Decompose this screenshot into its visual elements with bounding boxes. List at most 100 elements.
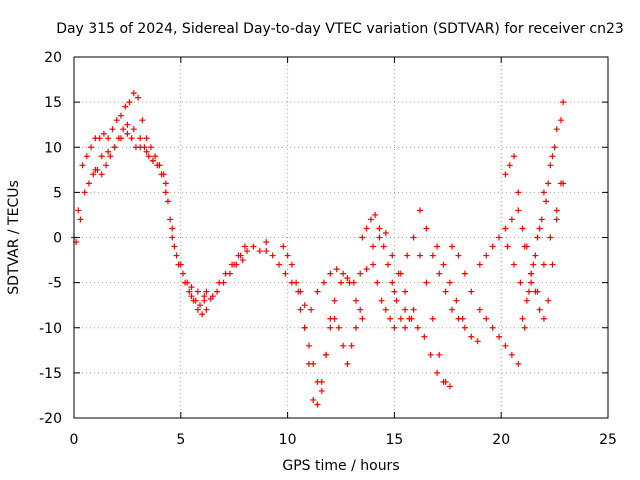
data-point <box>231 261 238 268</box>
data-point <box>382 229 389 236</box>
data-point <box>350 279 357 286</box>
y-tick-label: 15 <box>44 95 62 111</box>
data-point <box>363 225 370 232</box>
data-point <box>164 198 171 205</box>
data-point <box>553 126 560 133</box>
data-point <box>98 171 105 178</box>
data-point <box>525 288 532 295</box>
data-point <box>90 171 97 178</box>
data-point <box>188 293 195 300</box>
data-point <box>515 207 522 214</box>
data-point <box>305 360 312 367</box>
data-point <box>508 351 515 358</box>
data-point <box>282 270 289 277</box>
data-point <box>338 279 344 286</box>
data-point <box>504 243 511 250</box>
data-point <box>117 112 124 119</box>
data-point <box>410 234 417 241</box>
data-point <box>387 315 394 322</box>
data-point <box>384 261 391 268</box>
data-point <box>340 342 347 349</box>
data-point <box>111 144 118 151</box>
data-point <box>301 302 308 309</box>
data-point <box>391 288 398 295</box>
data-point <box>124 121 131 128</box>
data-point <box>402 306 409 313</box>
data-point <box>476 306 483 313</box>
data-point <box>367 216 374 223</box>
data-point <box>276 261 283 268</box>
data-point <box>474 338 481 345</box>
data-point <box>297 306 304 313</box>
data-point <box>357 306 364 313</box>
data-point <box>79 162 86 169</box>
data-point <box>75 207 82 214</box>
data-point <box>308 306 315 313</box>
data-point <box>359 315 366 322</box>
data-point <box>545 297 552 304</box>
data-point <box>244 248 251 255</box>
data-point <box>410 306 417 313</box>
data-point <box>137 144 144 151</box>
data-point <box>397 270 404 277</box>
data-point <box>77 216 84 223</box>
data-point <box>446 279 453 286</box>
data-point <box>434 243 441 250</box>
data-point <box>519 225 526 232</box>
y-tick-label: -5 <box>48 276 62 292</box>
data-point <box>333 266 340 273</box>
data-point <box>517 279 524 286</box>
series-track-4 <box>203 243 248 300</box>
data-point <box>126 99 133 106</box>
data-point <box>145 153 152 160</box>
data-point <box>147 144 154 151</box>
data-point <box>184 279 191 286</box>
data-point <box>203 306 210 313</box>
data-point <box>139 117 146 124</box>
series-track-16 <box>434 243 466 322</box>
data-point <box>440 261 447 268</box>
data-point <box>130 126 137 133</box>
y-axis-label: SDTVAR / TECUs <box>6 180 22 295</box>
data-point <box>173 252 180 259</box>
series-track-14 <box>402 306 453 390</box>
y-tick-label: -20 <box>39 411 62 427</box>
data-point <box>429 252 436 259</box>
data-point <box>162 189 169 196</box>
data-point <box>370 261 377 268</box>
data-point <box>323 351 330 358</box>
x-tick-label: 5 <box>176 432 185 448</box>
data-point <box>98 153 105 160</box>
series-track-2 <box>73 121 208 309</box>
series-track-11 <box>359 211 417 331</box>
data-point <box>540 189 547 196</box>
x-tick-label: 15 <box>385 432 403 448</box>
axis-ticks: 0 5 10 15 20 25 -20 -15 -10 -5 0 5 10 15 20 <box>39 50 617 448</box>
data-point <box>376 234 383 241</box>
data-point <box>201 293 208 300</box>
data-point <box>372 211 379 218</box>
data-point <box>523 297 530 304</box>
data-point <box>105 135 112 142</box>
data-point <box>515 360 522 367</box>
data-point <box>199 311 206 318</box>
data-point <box>158 171 165 178</box>
data-point <box>96 135 103 142</box>
data-point <box>547 162 554 169</box>
data-point <box>389 279 396 286</box>
data-point <box>449 243 456 250</box>
data-point <box>207 295 214 302</box>
data-point <box>107 153 114 160</box>
data-point <box>528 279 535 286</box>
data-point <box>382 306 389 313</box>
x-tick-label: 20 <box>492 432 510 448</box>
data-point <box>175 261 182 268</box>
data-point <box>468 333 475 340</box>
data-point <box>352 297 359 304</box>
data-point <box>293 279 300 286</box>
data-point <box>105 148 112 155</box>
data-point <box>237 252 244 259</box>
data-point <box>280 243 287 250</box>
data-point <box>436 351 443 358</box>
data-point <box>553 216 560 223</box>
